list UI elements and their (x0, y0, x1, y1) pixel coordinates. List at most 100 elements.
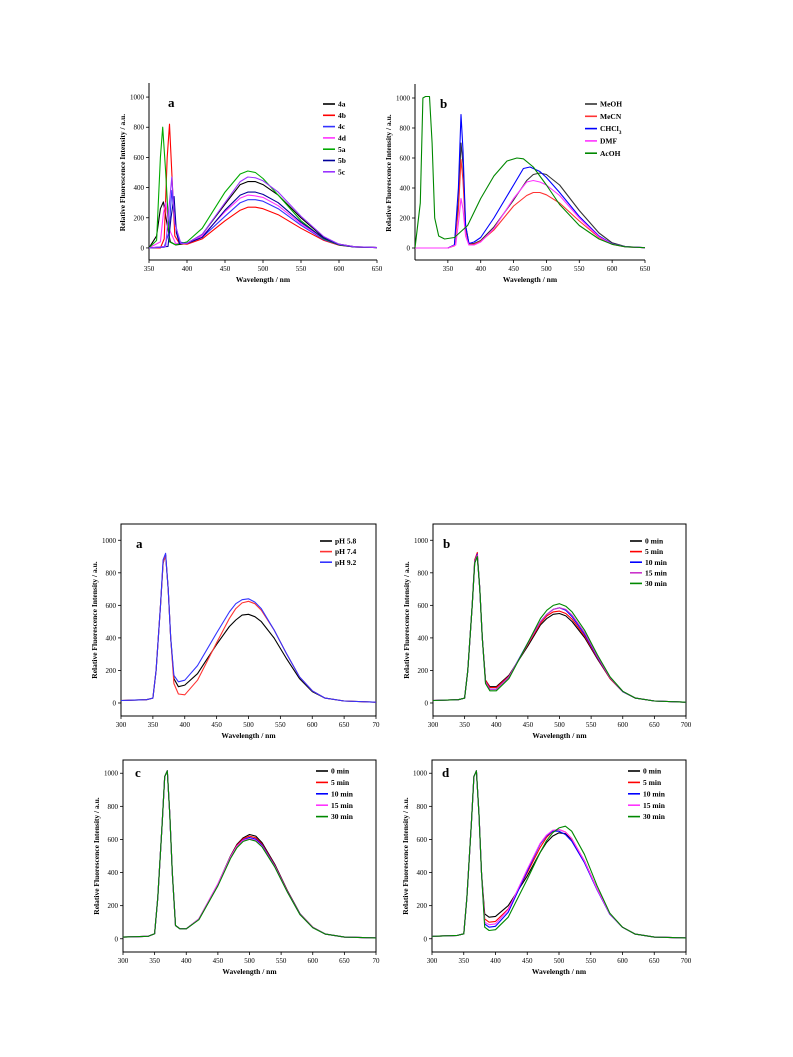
y-tick-label: 1000 (413, 770, 428, 778)
series-line-5b (149, 191, 377, 249)
x-tick-label: 650 (339, 957, 350, 965)
x-tick-label: 400 (180, 721, 191, 729)
legend-label: pH 5.8 (335, 537, 357, 546)
x-tick-label: 450 (523, 721, 534, 729)
chart-panel-1: 350 400 450 500 550 600 650 0 200 400 600 800 1000 Wa… (118, 83, 383, 284)
x-tick-label: 400 (491, 721, 502, 729)
x-tick-label: 550 (574, 265, 585, 273)
y-tick-label: 200 (417, 902, 428, 910)
legend-label: AcOH (600, 149, 621, 158)
series-line-30-min (433, 555, 686, 703)
x-tick-label: 500 (554, 957, 565, 965)
y-axis-label: Relative Fluorescence Intensity / a.u. (118, 114, 127, 231)
legend-label: 5 min (331, 778, 350, 787)
x-tick-label: 300 (116, 721, 127, 729)
x-tick-label: 650 (649, 721, 660, 729)
chart-panel-5: 300 350 400 450 500 550 600 650 7002004006008001… (92, 759, 381, 976)
y-axis-label: Relative Fluorescence Intensity / a.u. (92, 797, 101, 914)
panel-label: d (442, 765, 450, 780)
x-tick-label: 550 (586, 957, 597, 965)
x-axis-label: Wavelength / nm (222, 967, 277, 976)
y-tick-label: 0 (115, 935, 119, 943)
x-tick-label: 350 (459, 721, 470, 729)
y-axis-label: Relative Fluorescence Intensity / a.u. (402, 561, 411, 678)
legend-label: 15 min (645, 568, 668, 577)
y-tick-label: 800 (134, 124, 145, 132)
series-line-meoh (415, 142, 645, 249)
y-tick-label: 400 (106, 634, 117, 642)
y-tick-label: 600 (108, 836, 119, 844)
legend-label: 0 min (645, 537, 664, 546)
x-tick-label: 500 (244, 957, 255, 965)
y-axis-label: Relative Fluorescence Intensity / a.u. (384, 114, 393, 231)
y-tick-label: 600 (418, 602, 429, 610)
y-tick-label: 200 (400, 215, 411, 223)
legend-label: 10 min (643, 789, 666, 798)
x-tick-label: 400 (181, 957, 192, 965)
series-line-mecn (415, 158, 645, 249)
x-tick-label: 70 (373, 957, 381, 965)
y-tick-label: 800 (106, 569, 117, 577)
y-tick-label: 0 (425, 699, 429, 707)
legend-label: 4c (338, 122, 346, 131)
x-axis-label: Wavelength / nm (221, 731, 276, 740)
series-line-4a (149, 181, 377, 249)
x-tick-label: 450 (508, 265, 519, 273)
y-tick-label: 400 (400, 185, 411, 193)
legend-label: 10 min (645, 558, 668, 567)
series-line-30-min (432, 770, 686, 939)
x-tick-label: 650 (372, 265, 383, 273)
legend-label: 10 min (331, 789, 354, 798)
y-tick-label: 200 (418, 667, 429, 675)
x-tick-label: 700 (681, 957, 692, 965)
x-axis-label: Wavelength / nm (503, 275, 558, 284)
legend-label: 4b (338, 111, 346, 120)
x-tick-label: 600 (307, 721, 318, 729)
y-axis-label: Relative Fluorescence Intensity / a.u. (90, 561, 99, 678)
y-tick-label: 600 (106, 602, 117, 610)
legend-label: 15 min (643, 801, 666, 810)
x-tick-label: 500 (258, 265, 269, 273)
y-tick-label: 1000 (414, 537, 429, 545)
x-tick-label: 650 (339, 721, 350, 729)
x-tick-label: 550 (296, 265, 307, 273)
panel-label: b (440, 96, 447, 111)
x-tick-label: 400 (490, 957, 501, 965)
series-line-chcl3 (415, 113, 645, 249)
y-tick-label: 0 (424, 935, 428, 943)
x-tick-label: 450 (522, 957, 533, 965)
x-tick-label: 350 (459, 957, 470, 965)
x-tick-label: 350 (148, 721, 159, 729)
y-tick-label: 400 (134, 184, 145, 192)
panel-label: b (443, 536, 450, 551)
legend-label: 0 min (643, 767, 662, 776)
y-tick-label: 1000 (104, 770, 119, 778)
x-tick-label: 300 (428, 721, 439, 729)
panel-label: a (136, 536, 143, 551)
x-tick-label: 350 (144, 265, 155, 273)
x-tick-label: 650 (649, 957, 660, 965)
y-tick-label: 200 (134, 214, 145, 222)
x-tick-label: 600 (618, 721, 629, 729)
legend-label: 5 min (643, 778, 662, 787)
x-tick-label: 500 (554, 721, 565, 729)
x-tick-label: 600 (617, 957, 628, 965)
x-tick-label: 350 (443, 265, 454, 273)
x-tick-label: 500 (243, 721, 254, 729)
legend: pH 5.8pH 7.4 pH 9.2 (320, 537, 357, 567)
panel-label: a (168, 95, 175, 110)
legend-label: pH 9.2 (335, 558, 357, 567)
x-tick-label: 300 (427, 957, 438, 965)
legend-label: 30 min (645, 579, 668, 588)
x-tick-label: 450 (220, 265, 231, 273)
x-tick-label: 700 (681, 721, 692, 729)
chart-panel-6: 300 350 400 450 500 550 600 650 700 0 200 400 600 800… (401, 759, 692, 976)
legend-label: 5c (338, 167, 346, 176)
y-tick-label: 200 (108, 902, 119, 910)
x-axis-label: Wavelength / nm (532, 731, 587, 740)
y-tick-label: 1000 (102, 537, 117, 545)
